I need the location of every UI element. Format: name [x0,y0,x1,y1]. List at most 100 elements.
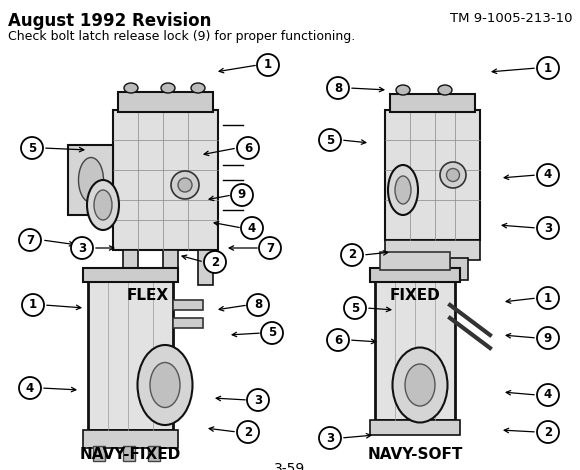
Text: 3: 3 [544,221,552,235]
Text: 4: 4 [26,382,34,394]
Bar [123,250,138,285]
Circle shape [537,57,559,79]
Circle shape [241,217,263,239]
Text: 9: 9 [544,331,552,345]
Circle shape [537,384,559,406]
Text: 5: 5 [268,327,276,339]
Text: 3: 3 [326,431,334,445]
Text: 3-59: 3-59 [274,462,306,470]
Ellipse shape [178,178,192,192]
Circle shape [231,184,253,206]
Text: 2: 2 [244,425,252,439]
Circle shape [261,322,283,344]
Text: NAVY-SOFT: NAVY-SOFT [367,447,463,462]
Circle shape [19,229,41,251]
Bar [173,318,203,328]
Ellipse shape [137,345,193,425]
Text: TM 9-1005-213-10: TM 9-1005-213-10 [450,12,572,25]
Text: FLEX: FLEX [127,288,169,303]
Circle shape [341,244,363,266]
Circle shape [327,329,349,351]
Circle shape [537,164,559,186]
Ellipse shape [150,362,180,407]
Ellipse shape [161,83,175,93]
Text: 4: 4 [544,389,552,401]
Bar [123,446,135,461]
Bar [198,250,213,285]
Circle shape [247,389,269,411]
Text: 8: 8 [254,298,262,312]
Bar [88,280,173,430]
Text: 9: 9 [238,188,246,202]
Circle shape [327,77,349,99]
Circle shape [21,137,43,159]
Text: August 1992 Revision: August 1992 Revision [8,12,211,30]
Ellipse shape [447,169,459,181]
Text: 6: 6 [334,334,342,346]
Text: Check bolt latch release lock (9) for proper functioning.: Check bolt latch release lock (9) for pr… [8,30,355,43]
Text: 1: 1 [29,298,37,312]
Circle shape [247,294,269,316]
Ellipse shape [396,85,410,95]
Text: 2: 2 [544,425,552,439]
Ellipse shape [440,162,466,188]
Text: 7: 7 [266,242,274,254]
Ellipse shape [171,171,199,199]
Circle shape [19,377,41,399]
Bar [163,250,178,275]
Bar [370,268,460,282]
Circle shape [204,251,226,273]
Ellipse shape [94,190,112,220]
Text: 7: 7 [26,234,34,246]
Circle shape [22,294,44,316]
Text: 2: 2 [211,256,219,268]
Circle shape [537,287,559,309]
Bar [370,420,460,435]
Bar [385,240,480,260]
Ellipse shape [388,165,418,215]
Bar [390,94,475,112]
Text: 2: 2 [348,249,356,261]
Ellipse shape [191,83,205,93]
Text: 3: 3 [78,242,86,254]
Circle shape [71,237,93,259]
Bar [395,258,413,280]
Bar [118,92,213,112]
Circle shape [237,137,259,159]
Bar [450,258,468,280]
Text: 5: 5 [351,301,359,314]
Text: NAVY-FIXED: NAVY-FIXED [79,447,180,462]
Circle shape [259,237,281,259]
Ellipse shape [405,364,435,406]
Circle shape [319,427,341,449]
Bar [83,268,178,282]
Ellipse shape [124,83,138,93]
Bar [380,252,450,270]
Text: 4: 4 [248,221,256,235]
Circle shape [319,129,341,151]
Bar [83,430,178,448]
Ellipse shape [395,176,411,204]
Text: 3: 3 [254,393,262,407]
Ellipse shape [78,157,103,203]
Text: 1: 1 [544,291,552,305]
Text: 6: 6 [244,141,252,155]
Text: 1: 1 [264,58,272,71]
Text: FIXED: FIXED [390,288,440,303]
Bar [93,446,105,461]
Ellipse shape [393,347,448,423]
Ellipse shape [438,85,452,95]
Text: 4: 4 [544,169,552,181]
Circle shape [344,297,366,319]
Bar [375,280,455,420]
Circle shape [537,327,559,349]
Circle shape [537,421,559,443]
Bar [385,110,480,240]
Circle shape [257,54,279,76]
Ellipse shape [87,180,119,230]
Bar [68,145,113,215]
Circle shape [537,217,559,239]
Text: 5: 5 [28,141,36,155]
Text: 5: 5 [326,133,334,147]
Text: 8: 8 [334,81,342,94]
